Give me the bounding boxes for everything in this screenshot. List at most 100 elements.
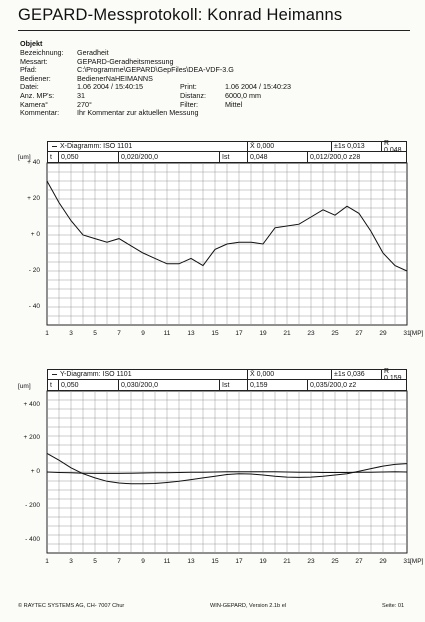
x-tick-label: 7 — [117, 330, 121, 337]
y-tick-label: + 40 — [27, 159, 40, 166]
x-tick-label: 11 — [163, 330, 171, 337]
right-values: 1.06 2004 / 15:40:23 6000,0 mm Mittel — [225, 83, 291, 109]
object-values: Geradheit GEPARD-Geradheitsmessung C:\Pr… — [77, 48, 234, 118]
x-tick-label: 27 — [355, 558, 363, 565]
y-ist-value: 0,159 — [248, 380, 308, 390]
object-section-label: Objekt — [20, 39, 43, 48]
x-tick-label: 21 — [283, 558, 291, 565]
field-label: Messart: — [20, 56, 48, 66]
object-labels: Bezeichnung: Messart: Pfad: Bediener: Da… — [20, 48, 64, 118]
y-t-value: 0,050 — [59, 380, 119, 390]
series-line-1 — [46, 452, 408, 485]
x-range: R 0,048 — [384, 139, 402, 154]
x-tick-label: 13 — [187, 558, 195, 565]
field-label: Filter: — [180, 99, 198, 109]
y-t-label: t — [48, 380, 59, 390]
y-axis-unit: [um] — [18, 154, 31, 161]
field-value: 1.06 2004 / 15:40:23 — [225, 82, 291, 92]
y-tolerance: 0,030/200,0 — [119, 380, 220, 390]
y-tick-label: - 200 — [25, 501, 40, 509]
field-value: 270° — [77, 99, 92, 109]
x-tick-label: 25 — [331, 330, 339, 337]
y-diagram-title-cell: Y-Diagramm: ISO 1101 — [48, 370, 248, 379]
x-sigma: ±1s 0,013 — [332, 142, 382, 151]
x-ist-label: Ist — [220, 152, 248, 162]
x-tick-label: 9 — [141, 330, 145, 337]
y-axis-unit: [um] — [18, 383, 31, 390]
footer-copyright: © RAYTEC SYSTEMS AG, CH- 7007 Chur — [18, 603, 125, 609]
field-value: BedienerNaHEIMANNS — [77, 73, 153, 83]
field-label: Bezeichnung: — [20, 48, 64, 57]
field-value: Ihr Kommentar zur aktuellen Messung — [77, 108, 199, 118]
x-result: 0,012/200,0 z28 — [310, 153, 361, 161]
x-tick-label: 1 — [45, 558, 49, 565]
y-diagram-header-row1: Y-Diagramm: ISO 1101 X̄ 0,000 ±1s 0,036 … — [47, 368, 407, 382]
field-value: GEPARD-Geradheitsmessung — [77, 56, 174, 66]
x-tick-label: 21 — [283, 330, 291, 337]
x-tick-label: 15 — [211, 558, 219, 565]
x-tick-label: 15 — [211, 330, 219, 337]
x-tick-label: 3 — [69, 558, 73, 565]
x-axis-unit: [MP] — [410, 330, 424, 337]
x-tick-label: 19 — [259, 330, 267, 337]
y-tick-label: - 20 — [28, 267, 40, 274]
field-label: Distanz: — [180, 90, 206, 100]
x-tick-label: 13 — [187, 330, 195, 337]
x-t-value: 0,050 — [59, 152, 119, 162]
x-tick-label: 25 — [331, 558, 339, 565]
y-diagram-title: Y-Diagramm: ISO 1101 — [60, 371, 132, 378]
field-label: Kommentar: — [20, 108, 60, 118]
dash-icon — [52, 146, 57, 147]
y-tick-label: + 0 — [30, 231, 40, 238]
field-label: Pfad: — [20, 65, 37, 75]
x-tick-label: 23 — [307, 558, 315, 565]
x-mean: X̄ 0,000 — [248, 142, 332, 151]
x-tick-label: 7 — [117, 558, 121, 565]
x-tick-label: 9 — [141, 558, 145, 565]
y-result: 0,035/200,0 z2 — [310, 381, 357, 389]
x-diagram-header-row1: X-Diagramm: ISO 1101 X̄ 0,000 ±1s 0,013 … — [47, 139, 407, 154]
y-tick-label: + 200 — [23, 434, 40, 442]
x-diagram-title-cell: X-Diagramm: ISO 1101 — [48, 142, 248, 151]
field-label: Bediener: — [20, 73, 51, 83]
y-tick-label: - 400 — [25, 535, 40, 543]
y-mean: X̄ 0,000 — [248, 370, 332, 379]
y-tick-label: + 400 — [23, 400, 40, 408]
y-tick-label: + 0 — [30, 468, 40, 475]
x-tick-label: 5 — [93, 558, 97, 565]
x-t-label: t — [48, 152, 59, 162]
x-tick-label: 29 — [379, 330, 387, 337]
title-divider — [18, 30, 410, 31]
footer-page: Seite: 01 — [382, 603, 405, 609]
field-label: Anz. MP's: — [20, 90, 55, 100]
y-tick-label: - 40 — [28, 303, 40, 310]
y-tick-label: + 20 — [27, 195, 40, 202]
x-axis-unit: [MP] — [410, 558, 424, 565]
x-tick-label: 27 — [355, 330, 363, 337]
field-label: Datei: — [20, 82, 39, 92]
x-tick-label: 17 — [235, 558, 243, 565]
right-labels: Print: Distanz: Filter: — [180, 83, 206, 109]
field-label: Print: — [180, 82, 197, 92]
x-diagram-title: X-Diagramm: ISO 1101 — [60, 143, 133, 150]
field-value: Geradheit — [77, 48, 109, 57]
x-tick-label: 17 — [235, 330, 243, 337]
field-value: 31 — [77, 90, 85, 100]
field-value: 1.06 2004 / 15:40:15 — [77, 82, 143, 92]
x-tick-label: 31 — [403, 330, 411, 337]
x-tick-label: 11 — [163, 558, 171, 565]
x-tick-label: 23 — [307, 330, 315, 337]
x-tick-label: 31 — [403, 558, 411, 565]
y-ist-label: Ist — [220, 380, 248, 390]
footer-version: WIN-GEPARD, Version 2.1b el — [210, 603, 287, 609]
field-label: Kamera° — [20, 99, 49, 109]
dash-icon — [52, 374, 57, 375]
field-value: C:\Programme\GEPARD\GepFiles\DEA-VDF-3.G — [77, 65, 234, 75]
field-value: 6000,0 mm — [225, 90, 261, 100]
page-title: GEPARD-Messprotokoll: Konrad Heimanns — [18, 6, 343, 24]
x-tick-label: 3 — [69, 330, 73, 337]
x-tick-label: 5 — [93, 330, 97, 337]
series-line-1 — [46, 180, 408, 272]
x-tick-label: 1 — [45, 330, 49, 337]
